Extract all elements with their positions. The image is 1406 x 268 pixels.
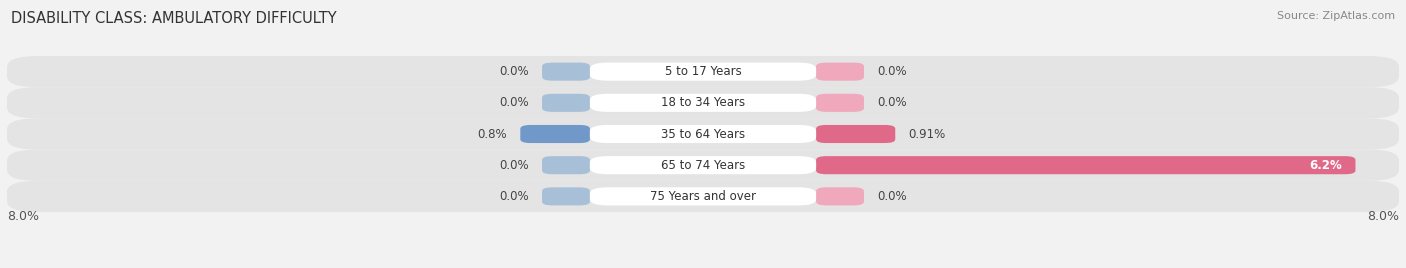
Text: 5 to 17 Years: 5 to 17 Years [665, 65, 741, 78]
FancyBboxPatch shape [543, 94, 591, 112]
Text: 0.0%: 0.0% [877, 96, 907, 109]
Text: 8.0%: 8.0% [1367, 210, 1399, 223]
Text: 18 to 34 Years: 18 to 34 Years [661, 96, 745, 109]
FancyBboxPatch shape [815, 156, 1355, 174]
FancyBboxPatch shape [543, 63, 591, 81]
Text: 0.0%: 0.0% [499, 159, 529, 172]
Text: 0.8%: 0.8% [478, 128, 508, 140]
FancyBboxPatch shape [591, 94, 815, 112]
Text: DISABILITY CLASS: AMBULATORY DIFFICULTY: DISABILITY CLASS: AMBULATORY DIFFICULTY [11, 11, 337, 26]
FancyBboxPatch shape [815, 94, 863, 112]
Text: 8.0%: 8.0% [7, 210, 39, 223]
FancyBboxPatch shape [815, 187, 863, 205]
Text: 65 to 74 Years: 65 to 74 Years [661, 159, 745, 172]
FancyBboxPatch shape [591, 63, 815, 81]
Text: Source: ZipAtlas.com: Source: ZipAtlas.com [1277, 11, 1395, 21]
FancyBboxPatch shape [7, 56, 1399, 87]
FancyBboxPatch shape [7, 181, 1399, 212]
FancyBboxPatch shape [543, 187, 591, 205]
Text: 0.91%: 0.91% [908, 128, 946, 140]
FancyBboxPatch shape [543, 156, 591, 174]
FancyBboxPatch shape [7, 118, 1399, 150]
FancyBboxPatch shape [591, 156, 815, 174]
FancyBboxPatch shape [815, 63, 863, 81]
FancyBboxPatch shape [7, 150, 1399, 181]
Text: 75 Years and over: 75 Years and over [650, 190, 756, 203]
FancyBboxPatch shape [591, 125, 815, 143]
FancyBboxPatch shape [815, 125, 896, 143]
FancyBboxPatch shape [591, 187, 815, 205]
Text: 35 to 64 Years: 35 to 64 Years [661, 128, 745, 140]
FancyBboxPatch shape [7, 87, 1399, 118]
Text: 0.0%: 0.0% [877, 190, 907, 203]
FancyBboxPatch shape [520, 125, 591, 143]
Text: 0.0%: 0.0% [499, 65, 529, 78]
Text: 0.0%: 0.0% [877, 65, 907, 78]
Text: 6.2%: 6.2% [1309, 159, 1343, 172]
Text: 0.0%: 0.0% [499, 96, 529, 109]
Text: 0.0%: 0.0% [499, 190, 529, 203]
